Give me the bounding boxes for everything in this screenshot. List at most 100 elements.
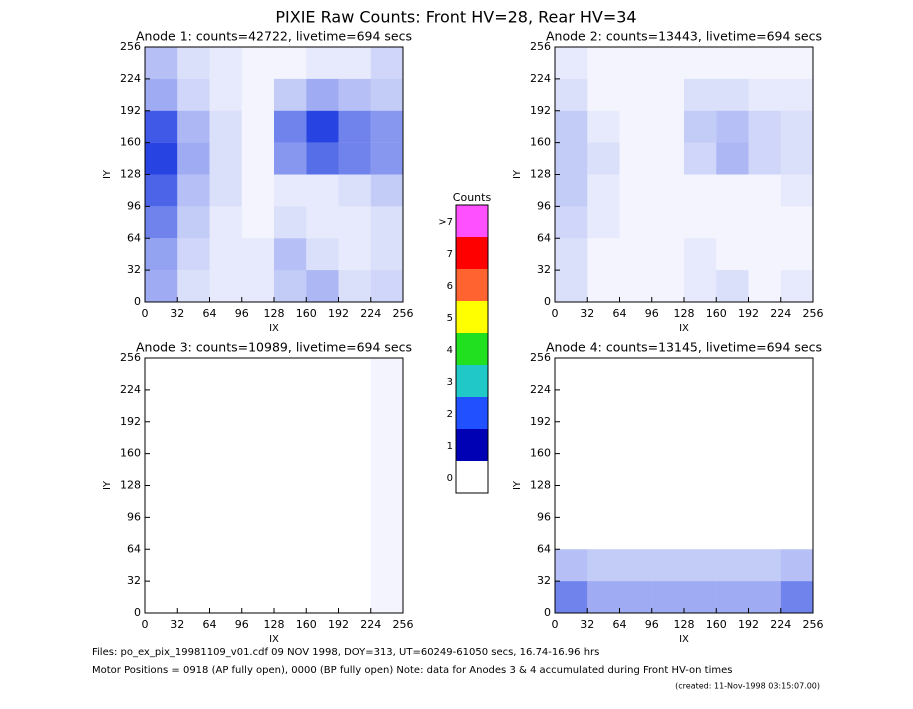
heat-cell [370, 238, 403, 271]
footer-motor: Motor Positions = 0918 (AP fully open), … [92, 665, 732, 676]
heat-cell [339, 454, 371, 486]
heat-cell [684, 549, 717, 582]
x-axis-label: IX [679, 634, 689, 645]
y-tick-label: 64 [537, 542, 551, 555]
heat-cell [241, 110, 274, 143]
heat-cell [241, 47, 274, 79]
heat-cell [338, 47, 371, 79]
heat-cell [555, 422, 587, 454]
heat-cell [780, 270, 813, 302]
heat-cell [210, 358, 242, 390]
heat-cell [339, 517, 371, 549]
heat-cell [145, 390, 177, 422]
heat-cell [748, 270, 781, 302]
heat-cell [177, 486, 209, 518]
heat-cell [338, 174, 371, 207]
heat-cell [555, 486, 587, 518]
heat-cell [587, 270, 620, 302]
heat-cell [780, 238, 813, 271]
y-tick-label: 192 [120, 104, 141, 117]
y-tick-label: 128 [530, 168, 551, 181]
colorbar-swatch [456, 333, 488, 365]
y-tick-label: 192 [530, 104, 551, 117]
y-tick-label: 224 [120, 383, 141, 396]
y-tick-label: 224 [120, 72, 141, 85]
heat-cell [587, 549, 620, 582]
heat-cell [780, 142, 813, 175]
heat-cell [620, 422, 652, 454]
x-axis-label: IX [679, 323, 689, 334]
colorbar-swatch [456, 301, 488, 333]
x-tick-label: 224 [360, 307, 381, 320]
heat-cell [781, 422, 813, 454]
colorbar-swatch [456, 365, 488, 397]
heat-cell [241, 174, 274, 207]
heat-cell [652, 390, 684, 422]
y-tick-label: 32 [127, 263, 141, 276]
heat-cell [370, 517, 403, 550]
y-tick-label: 0 [134, 295, 141, 308]
heat-cell [209, 78, 242, 111]
heat-cell [555, 206, 588, 239]
x-axis-label: IX [269, 634, 279, 645]
heat-cell [620, 358, 652, 390]
heat-cell [651, 581, 684, 613]
heat-cell [716, 422, 748, 454]
heat-cell [306, 486, 338, 518]
heat-cell [780, 174, 813, 207]
heat-cell [241, 238, 274, 271]
heat-cell [339, 486, 371, 518]
colorbar-label: 1 [447, 441, 453, 452]
heat-cell [274, 174, 307, 207]
heat-cell [684, 581, 717, 613]
x-tick-label: 128 [674, 307, 695, 320]
x-tick-label: 160 [296, 618, 317, 631]
y-axis-label: IY [102, 169, 113, 179]
heat-cell [587, 422, 619, 454]
heat-cell [370, 78, 403, 111]
y-tick-label: 96 [127, 199, 141, 212]
heat-cell [274, 358, 306, 390]
heat-cell [652, 422, 684, 454]
colorbar-swatch [456, 397, 488, 429]
heat-cell [177, 422, 209, 454]
heat-cell [555, 78, 588, 111]
heat-cell [684, 390, 716, 422]
heat-cell [274, 47, 307, 79]
page-title: PIXIE Raw Counts: Front HV=28, Rear HV=3… [275, 8, 636, 27]
x-tick-label: 96 [645, 307, 659, 320]
heat-cell [241, 206, 274, 239]
heat-cell [748, 549, 781, 582]
heat-cell [177, 390, 209, 422]
y-tick-label: 192 [530, 415, 551, 428]
heat-cell [338, 206, 371, 239]
x-tick-label: 64 [613, 618, 627, 631]
heat-cell [749, 517, 781, 549]
heat-cell [651, 206, 684, 239]
heat-cell [177, 110, 210, 143]
heat-cell [555, 390, 587, 422]
heat-cell [145, 174, 178, 207]
y-tick-label: 256 [530, 40, 551, 53]
colorbar-swatch [456, 237, 488, 269]
heat-cell [619, 142, 652, 175]
heat-cell [242, 581, 274, 613]
heat-cell [587, 78, 620, 111]
heat-cell [651, 238, 684, 271]
heat-cell [587, 174, 620, 207]
heat-cell [274, 142, 307, 175]
heat-cell [274, 78, 307, 111]
heat-cell [684, 270, 717, 302]
heat-cell [145, 358, 177, 390]
heat-cell [306, 581, 338, 613]
x-tick-label: 64 [203, 307, 217, 320]
heat-cell [210, 422, 242, 454]
heat-cell [145, 486, 177, 518]
heat-cell [177, 549, 209, 581]
heat-cell [370, 270, 403, 302]
heat-cell [684, 238, 717, 271]
x-tick-label: 96 [645, 618, 659, 631]
x-tick-label: 256 [803, 307, 824, 320]
heat-cell [587, 142, 620, 175]
